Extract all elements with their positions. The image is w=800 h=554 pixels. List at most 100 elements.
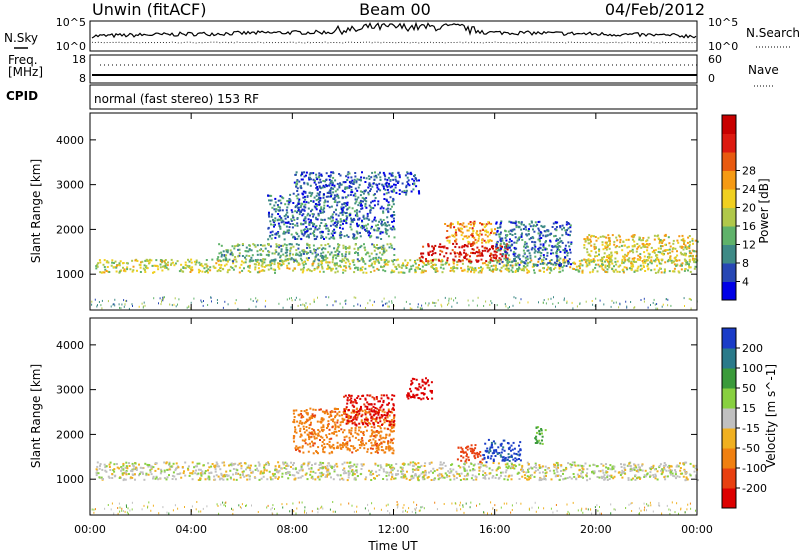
power-cell [392,260,394,263]
power-cell [298,213,301,216]
power-cell [151,264,154,267]
velocity-cell [465,461,468,464]
power-ground-cell [153,297,155,300]
power-cell [393,214,396,216]
power-cell [470,260,473,263]
velocity-cell [220,472,223,475]
power-cell [624,258,627,261]
velocity-cell [328,444,331,447]
velocity-cell [121,467,124,470]
velocity-cell [199,478,202,481]
velocity-cell [364,409,367,412]
velocity-cell [459,479,462,481]
power-cell [287,216,289,219]
power-cell [432,247,435,250]
velocity-cell [369,473,372,476]
velocity-cell [526,475,529,478]
power-cell [393,259,396,261]
power-cell [395,268,398,270]
power-cell [297,243,300,246]
power-cell [418,257,421,260]
power-cell [334,262,336,265]
velocity-cell [197,472,200,475]
velocity-cell [433,470,436,473]
power-cell [616,252,619,255]
power-cell [163,265,166,268]
power-cell [472,268,475,270]
power-ground-cell [450,297,452,300]
power-cell [300,238,303,241]
power-cell [441,245,444,248]
velocity-cell [666,465,669,468]
power-ground-cell [303,304,305,306]
power-cell [355,209,358,212]
power-cell [645,259,648,261]
power-cell [366,230,369,233]
power-cell [285,251,288,254]
velocity-cell [549,469,552,472]
power-cell [497,259,500,262]
velocity-cell [343,438,346,441]
power-cell [303,260,306,263]
power-cell [647,263,650,266]
power-ground-cell [344,300,346,303]
power-cell [614,251,617,254]
velocity-cell [240,464,243,467]
power-cell [367,223,369,226]
power-cell [688,250,691,253]
power-cell [647,259,650,262]
power-cell [601,243,604,246]
power-cell [356,222,358,225]
power-cell [353,237,356,240]
power-cell [287,221,290,224]
power-cell [425,260,428,263]
power-cell [501,239,504,242]
power-cell [298,198,301,201]
velocity-cell [385,463,388,466]
velocity-cell [586,472,588,475]
power-cell [371,185,374,188]
velocity-cell [408,463,411,466]
velocity-cell [112,469,115,472]
velocity-cell [168,468,171,471]
power-cell [495,221,498,224]
power-cell [273,260,276,263]
power-cell [335,267,338,270]
velocity-cell [366,450,369,453]
power-cell [105,270,108,272]
velocity-cell [163,469,166,472]
velocity-cell [360,442,363,445]
power-cell [368,182,371,185]
power-cell [412,188,415,191]
power-cell [338,186,341,189]
power-cell [419,268,421,270]
power-cell [432,252,435,255]
power-ground-cell [299,298,301,301]
power-cell [511,260,514,263]
power-cell [274,233,277,236]
velocity-cell [360,430,363,433]
power-cell [382,244,385,247]
power-cell [393,248,396,251]
velocity-cell [534,469,537,472]
power-cell [628,267,631,270]
power-cell [312,244,315,247]
velocity-cell [310,467,313,470]
velocity-cell [125,461,128,464]
power-cell [145,258,148,261]
power-cell [286,206,289,209]
power-cell [465,235,468,238]
power-cell [267,244,270,246]
power-ground-cell [300,304,302,306]
power-cell [226,260,229,263]
velocity-cell [542,471,544,474]
power-cell [495,269,498,271]
power-cell [271,252,274,255]
power-cell [522,228,525,230]
power-cell [279,260,281,262]
power-ytick-label-1: 2000 [56,223,84,236]
power-cell [579,263,582,266]
power-cell [668,242,671,245]
power-cell [336,253,339,256]
power-cell [334,271,337,274]
